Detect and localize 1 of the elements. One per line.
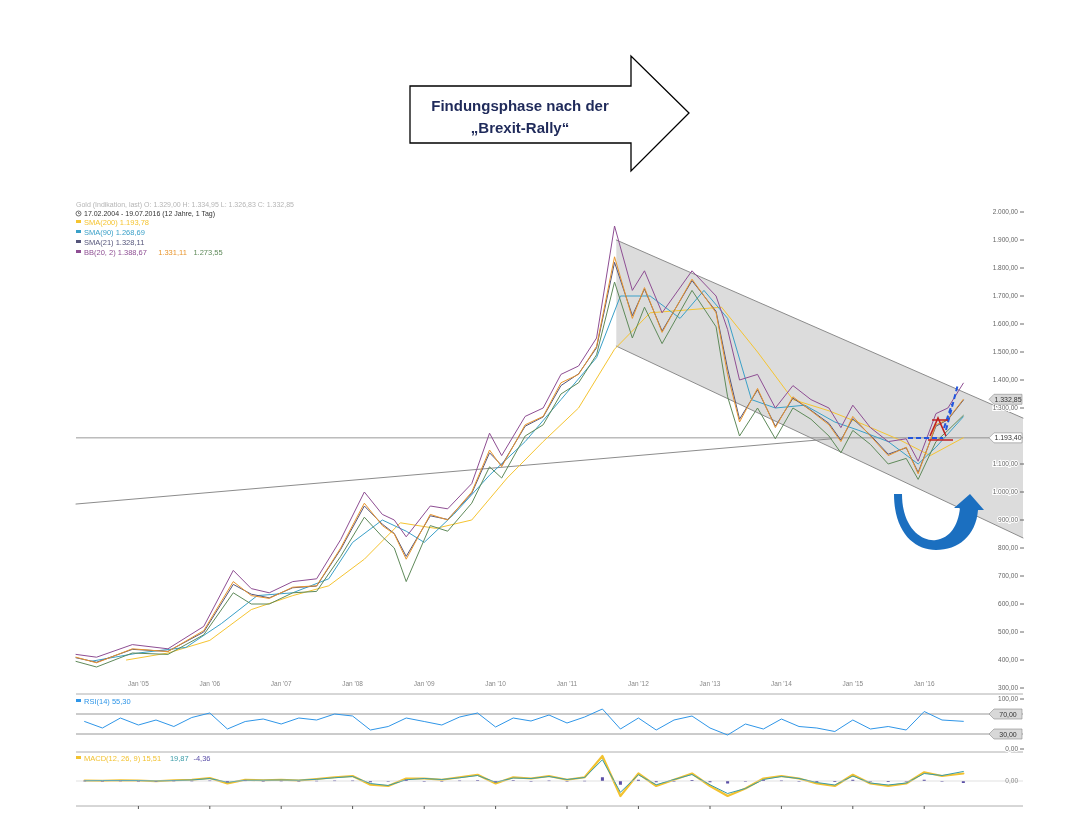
text: Findungsphase nach der „Brexit-Rally“ xyxy=(431,97,609,136)
